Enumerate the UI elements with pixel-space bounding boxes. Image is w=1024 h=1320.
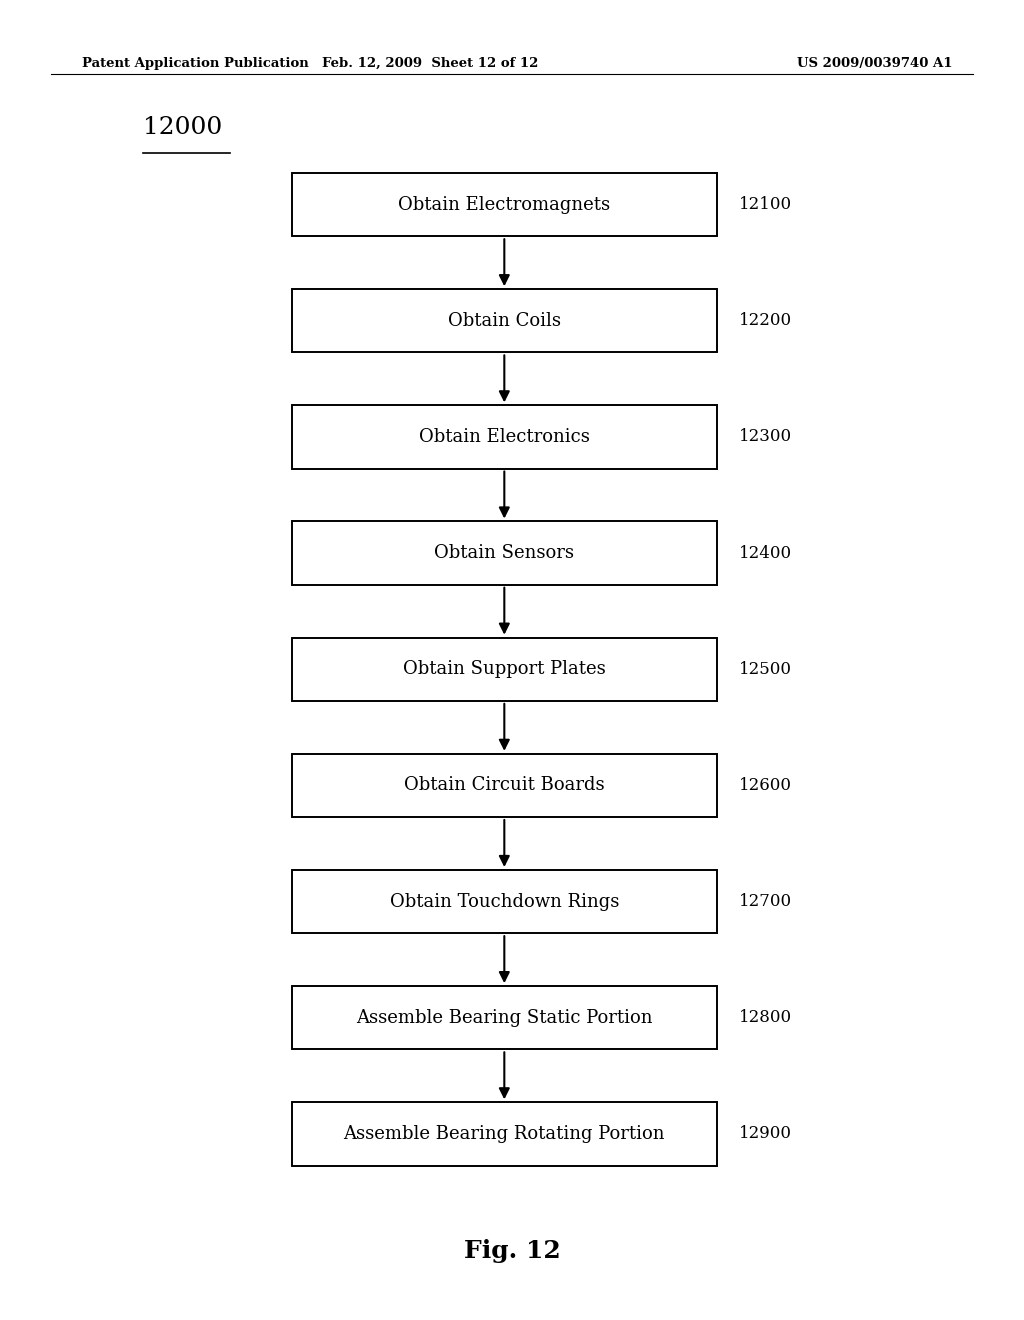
Text: Obtain Electromagnets: Obtain Electromagnets	[398, 195, 610, 214]
Text: 12800: 12800	[739, 1010, 793, 1026]
Text: 12000: 12000	[143, 116, 222, 139]
FancyBboxPatch shape	[292, 1102, 717, 1166]
FancyBboxPatch shape	[292, 521, 717, 585]
Text: Feb. 12, 2009  Sheet 12 of 12: Feb. 12, 2009 Sheet 12 of 12	[322, 57, 539, 70]
Text: Obtain Electronics: Obtain Electronics	[419, 428, 590, 446]
Text: Obtain Circuit Boards: Obtain Circuit Boards	[404, 776, 604, 795]
FancyBboxPatch shape	[292, 289, 717, 352]
Text: 12700: 12700	[739, 894, 793, 909]
Text: 12100: 12100	[739, 197, 793, 213]
FancyBboxPatch shape	[292, 754, 717, 817]
Text: 12300: 12300	[739, 429, 793, 445]
Text: Obtain Sensors: Obtain Sensors	[434, 544, 574, 562]
FancyBboxPatch shape	[292, 638, 717, 701]
Text: Assemble Bearing Static Portion: Assemble Bearing Static Portion	[356, 1008, 652, 1027]
FancyBboxPatch shape	[292, 986, 717, 1049]
Text: Obtain Coils: Obtain Coils	[447, 312, 561, 330]
Text: US 2009/0039740 A1: US 2009/0039740 A1	[797, 57, 952, 70]
FancyBboxPatch shape	[292, 870, 717, 933]
Text: 12900: 12900	[739, 1126, 793, 1142]
Text: 12600: 12600	[739, 777, 793, 793]
Text: Assemble Bearing Rotating Portion: Assemble Bearing Rotating Portion	[344, 1125, 665, 1143]
Text: Patent Application Publication: Patent Application Publication	[82, 57, 308, 70]
Text: Fig. 12: Fig. 12	[464, 1239, 560, 1263]
Text: 12500: 12500	[739, 661, 793, 677]
Text: Obtain Touchdown Rings: Obtain Touchdown Rings	[390, 892, 618, 911]
Text: Obtain Support Plates: Obtain Support Plates	[403, 660, 605, 678]
FancyBboxPatch shape	[292, 173, 717, 236]
Text: 12200: 12200	[739, 313, 793, 329]
FancyBboxPatch shape	[292, 405, 717, 469]
Text: 12400: 12400	[739, 545, 793, 561]
